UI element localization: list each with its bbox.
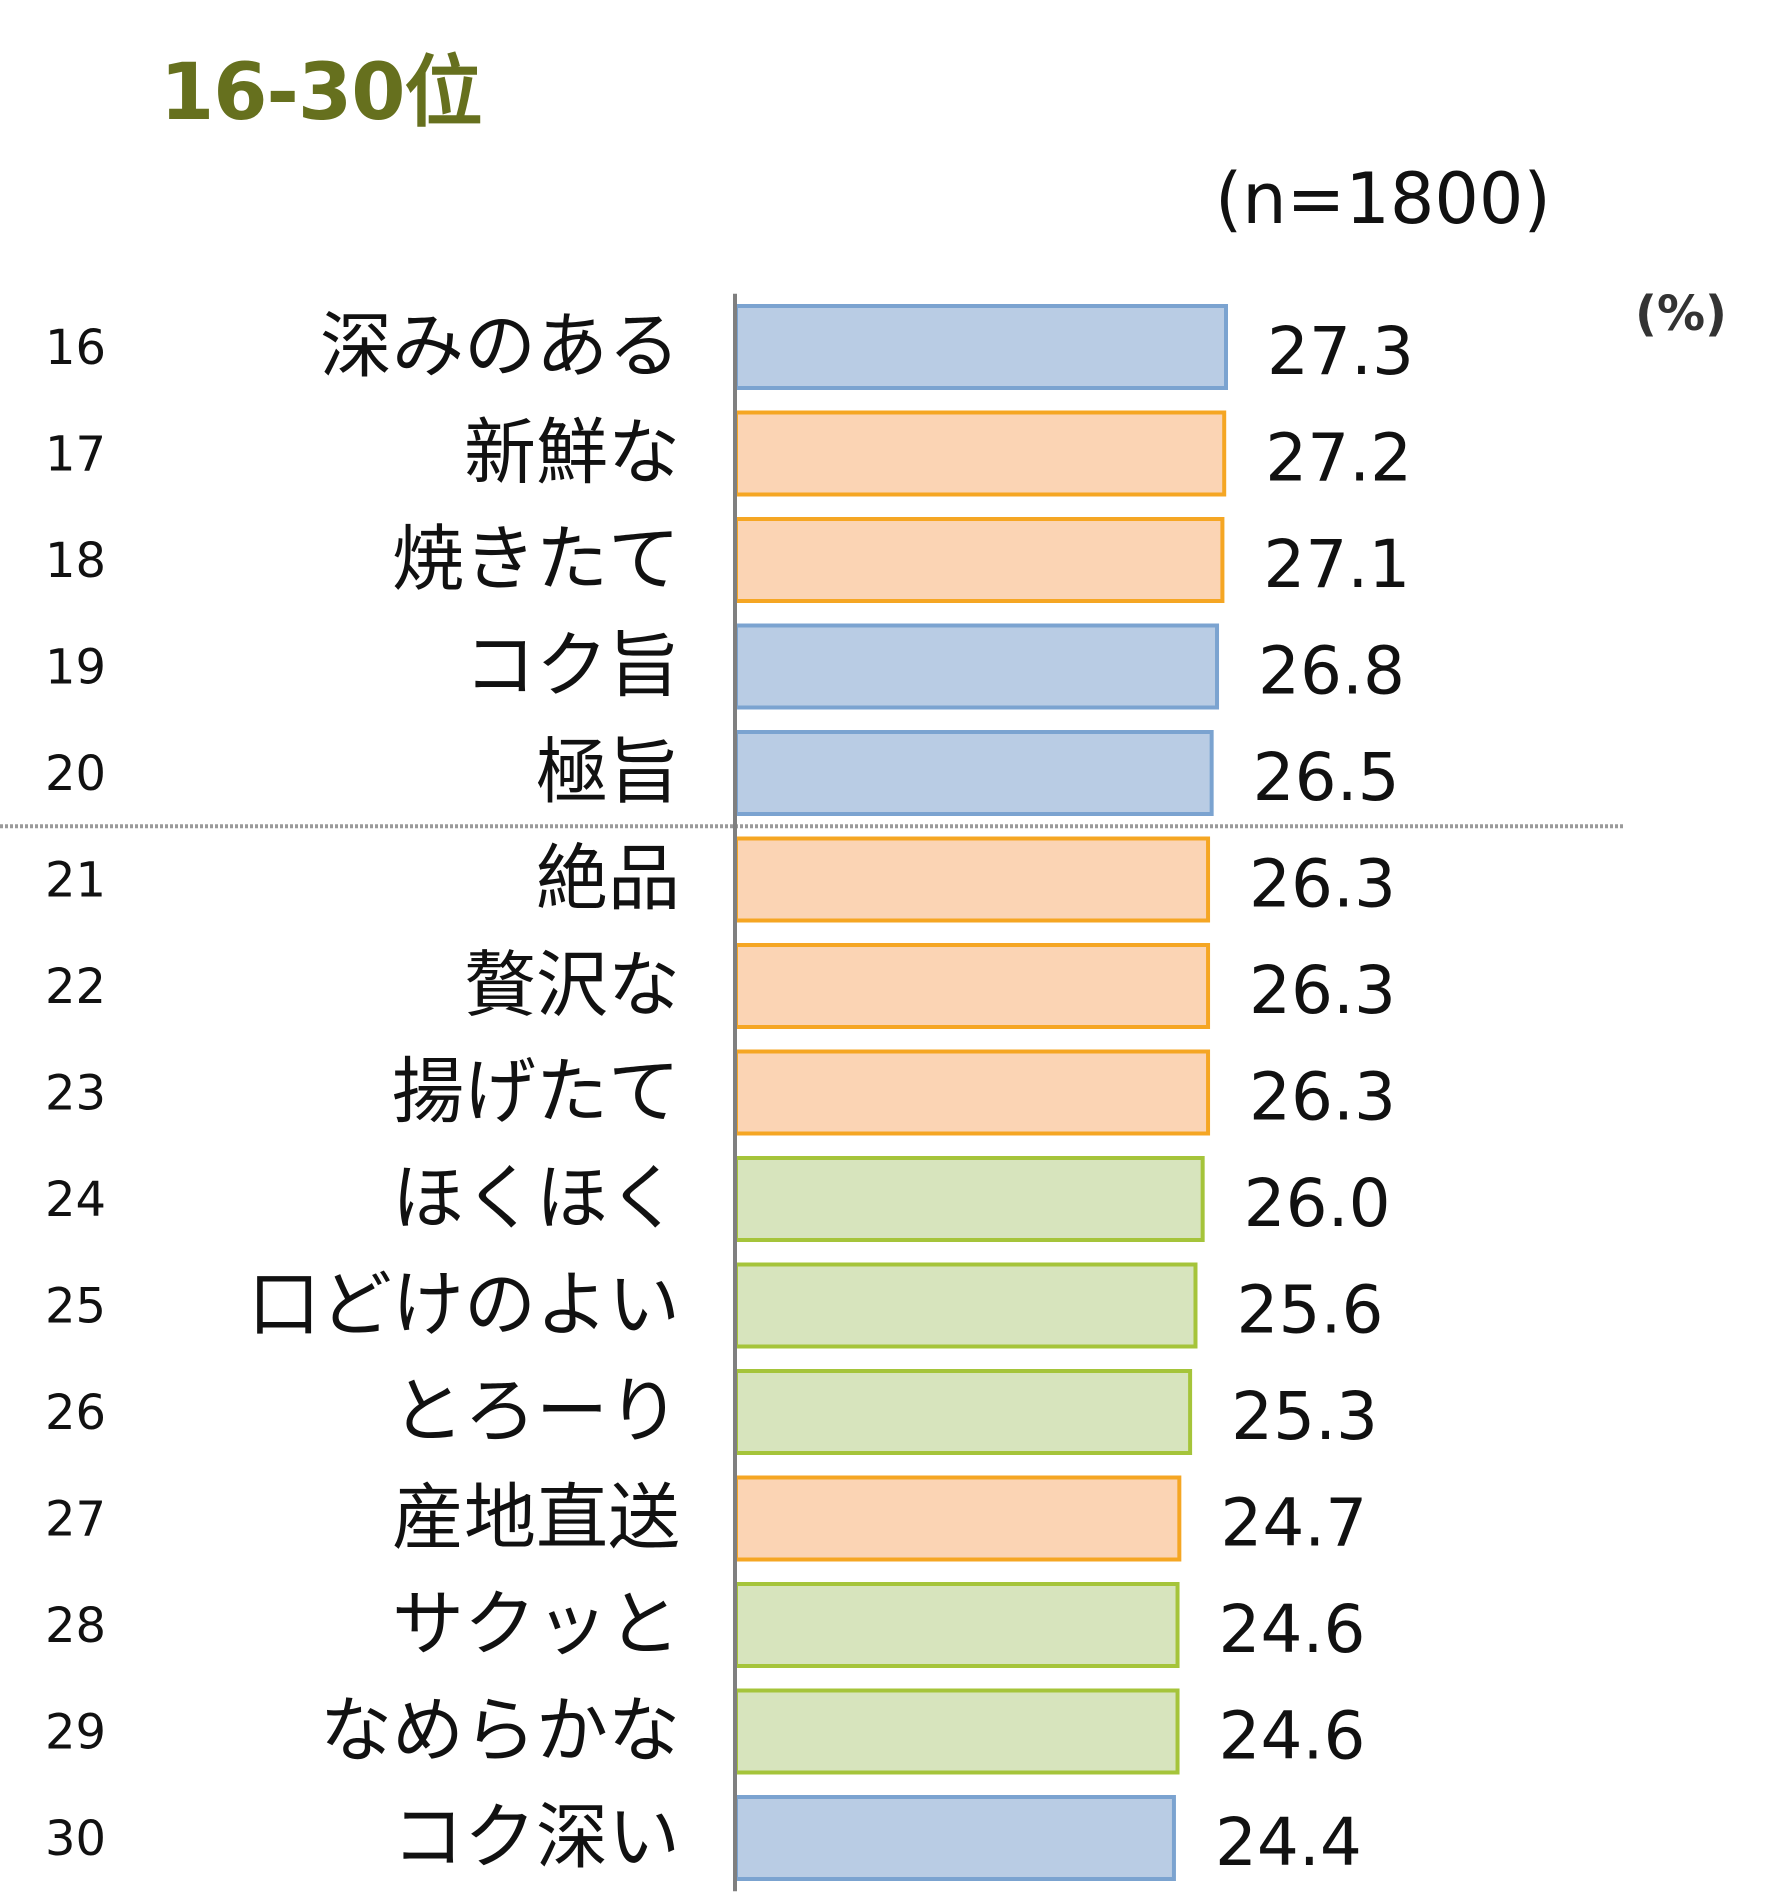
rank-label: 28 (45, 1598, 106, 1654)
category-label: 口どけのよい (248, 1263, 680, 1347)
bar-30 (734, 1795, 1176, 1881)
rank-label: 20 (45, 746, 106, 802)
rank-label: 21 (45, 853, 106, 909)
bar-22 (734, 943, 1211, 1029)
bar-21 (734, 836, 1211, 923)
category-label: 揚げたて (392, 1050, 680, 1134)
rank-label: 29 (45, 1705, 106, 1761)
category-label: とろーり (392, 1369, 680, 1453)
category-label: 絶品 (536, 837, 680, 921)
value-label: 24.4 (1215, 1804, 1362, 1881)
unit-label: (%) (1635, 286, 1727, 342)
value-label: 26.5 (1253, 739, 1400, 816)
rank-label: 27 (45, 1492, 106, 1548)
category-label: 焼きたて (392, 517, 680, 601)
chart-title: 16-30位 (160, 48, 482, 138)
category-label: 贅沢な (464, 943, 680, 1027)
category-label: コク深い (392, 1795, 680, 1879)
bar-25 (734, 1262, 1198, 1349)
category-label: 極旨 (536, 730, 680, 814)
value-label: 24.6 (1219, 1698, 1366, 1775)
value-label: 25.3 (1231, 1378, 1378, 1455)
bar-28 (734, 1582, 1180, 1668)
bar-29 (734, 1688, 1180, 1775)
value-label: 27.2 (1265, 420, 1412, 497)
bar-23 (734, 1049, 1211, 1136)
category-label: なめらかな (320, 1689, 680, 1773)
category-label: ほくほく (392, 1156, 680, 1240)
value-label: 26.3 (1249, 952, 1396, 1029)
rank-label: 19 (45, 640, 106, 696)
rank-label: 18 (45, 533, 106, 589)
rank-label: 17 (45, 427, 106, 483)
category-label: 産地直送 (392, 1476, 680, 1560)
bar-18 (734, 517, 1225, 603)
value-label: 25.6 (1236, 1272, 1383, 1349)
bar-17 (734, 410, 1227, 497)
value-label: 24.7 (1220, 1485, 1367, 1562)
value-label: 26.3 (1249, 846, 1396, 923)
bar-20 (734, 730, 1214, 816)
category-label: コク旨 (464, 624, 680, 708)
bar-24 (734, 1156, 1205, 1242)
bar-27 (734, 1475, 1182, 1562)
rank-label: 23 (45, 1066, 106, 1122)
value-label: 26.3 (1249, 1059, 1396, 1136)
bar-16 (734, 304, 1228, 390)
rank-label: 30 (45, 1811, 106, 1867)
rank-label: 16 (45, 320, 106, 376)
category-label: 新鮮な (464, 411, 680, 495)
sample-size-label: (n=1800) (1215, 158, 1551, 240)
value-label: 24.6 (1219, 1591, 1366, 1668)
value-label: 26.8 (1258, 633, 1405, 710)
bar-19 (734, 623, 1220, 710)
rank-label: 22 (45, 959, 106, 1015)
rank-label: 24 (45, 1172, 106, 1228)
rank-label: 26 (45, 1385, 106, 1441)
value-label: 27.1 (1263, 526, 1410, 603)
category-label: サクッと (392, 1582, 680, 1666)
bar-26 (734, 1369, 1193, 1455)
value-label: 27.3 (1267, 313, 1414, 390)
category-label: 深みのある (320, 304, 680, 388)
value-label: 26.0 (1244, 1165, 1391, 1242)
rank-label: 25 (45, 1279, 106, 1335)
